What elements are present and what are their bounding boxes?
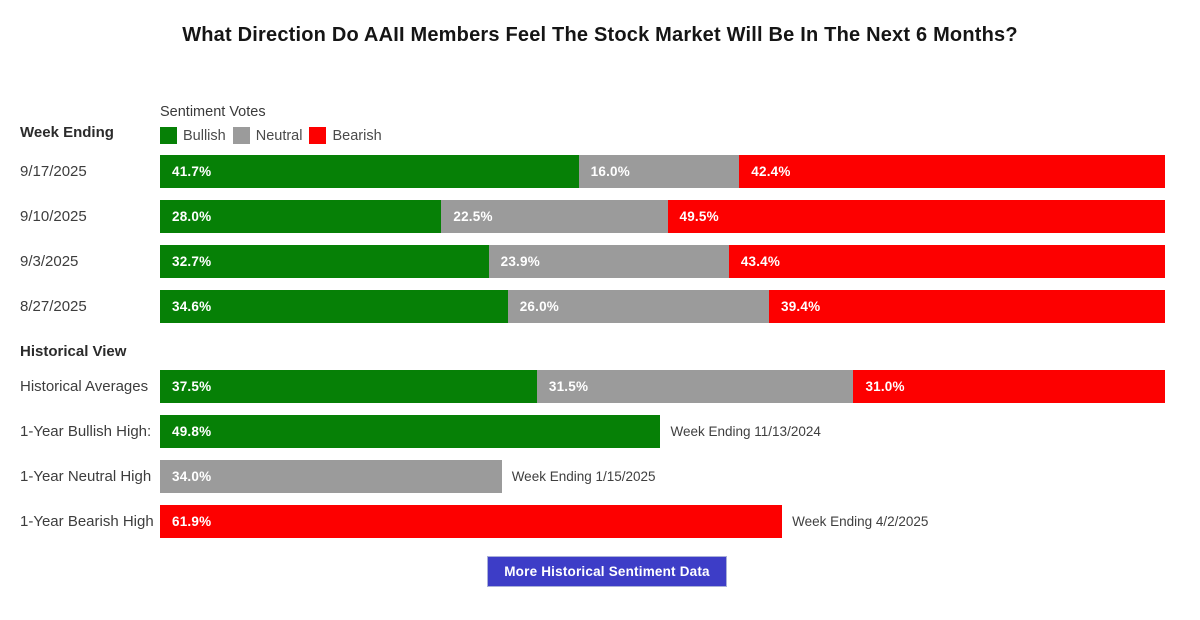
row-label: 1-Year Bullish High: bbox=[20, 423, 152, 440]
bullish-segment: 41.7% bbox=[160, 155, 579, 188]
bullish-segment: 28.0% bbox=[160, 200, 442, 233]
bar-track: 61.9% Week Ending 4/2/2025 bbox=[160, 505, 1165, 538]
bar-annotation: Week Ending 11/13/2024 bbox=[670, 424, 821, 439]
bullish-segment: 37.5% bbox=[160, 370, 537, 403]
page-title: What Direction Do AAII Members Feel The … bbox=[182, 24, 1018, 46]
bar-row: 8/27/2025 34.6% 26.0% 39.4% bbox=[0, 290, 1200, 323]
bar-row: 1-Year Neutral High 34.0% Week Ending 1/15… bbox=[0, 460, 1200, 493]
bar-row: 9/17/2025 41.7% 16.0% 42.4% bbox=[0, 155, 1200, 188]
neutral-segment: 16.0% bbox=[578, 155, 740, 188]
bar-track: 34.6% 26.0% 39.4% bbox=[160, 290, 1165, 323]
segment-value-label: 43.4% bbox=[740, 254, 781, 269]
legend-item-label: Neutral bbox=[255, 127, 303, 144]
segment-value-label: 61.9% bbox=[172, 514, 212, 529]
segment-value-label: 16.0% bbox=[590, 164, 630, 179]
segment-value-label: 22.5% bbox=[453, 209, 493, 224]
segment-value-label: 49.8% bbox=[172, 424, 212, 439]
bar-track: 37.5% 31.5% 31.0% bbox=[160, 370, 1165, 403]
neutral-segment: 26.0% bbox=[507, 290, 770, 323]
segment-value-label: 34.0% bbox=[172, 469, 212, 484]
bullish-segment: 34.6% bbox=[160, 290, 508, 323]
segment-value-label: 26.0% bbox=[519, 299, 559, 314]
segment-value-label: 32.7% bbox=[172, 254, 212, 269]
row-label: 9/3/2025 bbox=[20, 253, 79, 270]
neutral-segment: 31.5% bbox=[536, 370, 854, 403]
bar-row: 9/3/2025 32.7% 23.9% 43.4% bbox=[0, 245, 1200, 278]
bearish-segment: 42.4% bbox=[739, 155, 1165, 188]
bearish-swatch-icon bbox=[309, 127, 327, 144]
bearish-segment: 43.4% bbox=[728, 245, 1165, 278]
row-label: 9/17/2025 bbox=[20, 163, 87, 180]
legend-item-bullish: Bullish bbox=[160, 127, 226, 144]
bar-row: 1-Year Bearish High 61.9% Week Ending 4/2/… bbox=[0, 505, 1200, 538]
bullish-segment: 32.7% bbox=[160, 245, 489, 278]
historical-rows: Historical Averages 37.5% 31.5% 31.0% 1-Year… bbox=[0, 370, 1200, 550]
row-label: 1-Year Neutral High bbox=[20, 468, 152, 485]
legend-title: Sentiment Votes bbox=[160, 104, 266, 120]
segment-value-label: 31.0% bbox=[865, 379, 905, 394]
bar-track: 41.7% 16.0% 42.4% bbox=[160, 155, 1165, 188]
bar-annotation: Week Ending 1/15/2025 bbox=[511, 469, 656, 484]
segment-value-label: 31.5% bbox=[548, 379, 589, 394]
bar-row: Historical Averages 37.5% 31.5% 31.0% bbox=[0, 370, 1200, 403]
bar-row: 9/10/2025 28.0% 22.5% 49.5% bbox=[0, 200, 1200, 233]
weekly-rows: 9/17/2025 41.7% 16.0% 42.4% 9/10/2025 28.0% 22… bbox=[0, 155, 1200, 335]
bullish-swatch-icon bbox=[160, 127, 177, 144]
row-label: 1-Year Bearish High bbox=[20, 513, 154, 530]
bullish-segment: 49.8% bbox=[160, 415, 661, 448]
legend-item-label: Bullish bbox=[183, 127, 226, 144]
bar-row: 1-Year Bullish High: 49.8% Week Ending 11/… bbox=[0, 415, 1200, 448]
row-label: 8/27/2025 bbox=[20, 298, 87, 315]
legend-item-bearish: Bearish bbox=[309, 127, 382, 144]
row-label: 9/10/2025 bbox=[20, 208, 87, 225]
bearish-segment: 49.5% bbox=[667, 200, 1165, 233]
segment-value-label: 39.4% bbox=[781, 299, 821, 314]
neutral-swatch-icon bbox=[232, 127, 250, 144]
segment-value-label: 34.6% bbox=[172, 299, 212, 314]
bar-track: 49.8% Week Ending 11/13/2024 bbox=[160, 415, 1165, 448]
segment-value-label: 49.5% bbox=[679, 209, 719, 224]
bearish-segment: 61.9% bbox=[160, 505, 783, 538]
bar-track: 34.0% Week Ending 1/15/2025 bbox=[160, 460, 1165, 493]
bearish-segment: 31.0% bbox=[853, 370, 1165, 403]
week-ending-header: Week Ending bbox=[20, 124, 114, 141]
segment-value-label: 42.4% bbox=[751, 164, 791, 179]
legend-item-neutral: Neutral bbox=[232, 127, 303, 144]
bar-track: 32.7% 23.9% 43.4% bbox=[160, 245, 1165, 278]
neutral-segment: 23.9% bbox=[488, 245, 729, 278]
legend-item-label: Bearish bbox=[332, 127, 382, 144]
historical-view-header: Historical View bbox=[20, 343, 127, 360]
segment-value-label: 41.7% bbox=[172, 164, 212, 179]
row-label: Historical Averages bbox=[20, 378, 149, 395]
segment-value-label: 37.5% bbox=[172, 379, 212, 394]
neutral-segment: 22.5% bbox=[441, 200, 668, 233]
legend-items: Bullish Neutral Bearish bbox=[160, 127, 389, 144]
more-historical-data-button[interactable]: More Historical Sentiment Data bbox=[487, 556, 727, 587]
bar-track: 28.0% 22.5% 49.5% bbox=[160, 200, 1165, 233]
segment-value-label: 28.0% bbox=[172, 209, 212, 224]
chart-legend: Sentiment Votes Bullish Neutral Bearish bbox=[160, 104, 389, 144]
bearish-segment: 39.4% bbox=[769, 290, 1165, 323]
bar-annotation: Week Ending 4/2/2025 bbox=[792, 514, 929, 529]
segment-value-label: 23.9% bbox=[500, 254, 540, 269]
neutral-segment: 34.0% bbox=[160, 460, 502, 493]
